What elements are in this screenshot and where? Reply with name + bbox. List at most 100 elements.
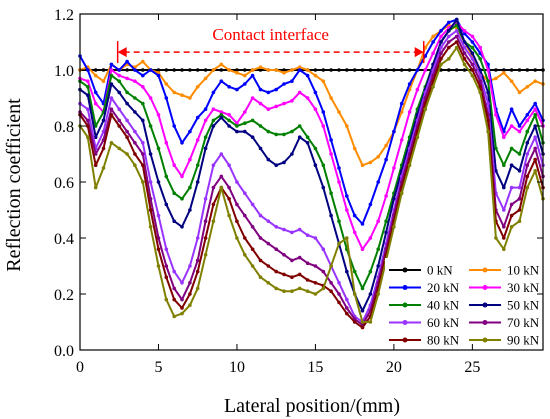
data-point [141, 101, 145, 106]
data-point [172, 191, 176, 195]
data-point [203, 253, 208, 257]
data-point [447, 29, 451, 33]
data-point [439, 62, 443, 67]
data-point [211, 202, 216, 207]
data-point [431, 85, 435, 89]
series-line [79, 46, 544, 323]
annotation-group: Contact interface [116, 25, 425, 64]
data-point [164, 82, 169, 86]
data-point [172, 124, 176, 128]
data-point [321, 269, 326, 274]
data-point [227, 185, 231, 190]
y-tick-label: 1.0 [54, 63, 74, 80]
data-point [297, 65, 302, 69]
data-point [203, 76, 208, 81]
data-point [243, 253, 247, 257]
legend-entry: 50 kN [469, 298, 540, 313]
y-tick-label: 0.0 [54, 343, 74, 360]
data-point [282, 253, 286, 257]
data-point [133, 79, 137, 83]
data-point [266, 219, 271, 223]
data-point [211, 68, 216, 72]
data-point [188, 129, 192, 134]
legend-entry: 0 kN [389, 263, 453, 278]
data-point [345, 194, 349, 198]
data-point [125, 68, 129, 72]
y-tick-label: 1.2 [54, 7, 74, 24]
legend-swatch-marker [482, 267, 488, 273]
data-point [172, 163, 176, 167]
data-point [86, 135, 90, 139]
data-point [117, 79, 121, 83]
data-point [509, 202, 514, 207]
data-point [211, 163, 216, 167]
legend-entry: 20 kN [389, 280, 460, 295]
data-point [392, 68, 396, 72]
legend-swatch-marker [402, 337, 408, 343]
data-point [282, 101, 286, 106]
data-point [360, 222, 365, 226]
data-point [313, 73, 318, 78]
data-point [376, 264, 381, 268]
data-point [235, 129, 239, 134]
data-point [384, 143, 388, 148]
data-point [502, 68, 506, 72]
data-point [180, 306, 184, 310]
data-point [533, 146, 537, 151]
data-point [407, 68, 412, 72]
data-point [109, 107, 114, 111]
data-point [478, 45, 483, 50]
data-point [470, 73, 475, 78]
data-point [297, 255, 302, 260]
data-point [258, 258, 263, 263]
data-point [101, 146, 106, 151]
data-point [203, 135, 208, 139]
data-point [313, 90, 318, 95]
legend-swatch-marker [482, 302, 488, 308]
data-point [86, 93, 90, 97]
data-point [352, 68, 357, 72]
data-point [156, 180, 161, 184]
data-point [297, 272, 302, 277]
data-point [250, 96, 255, 100]
data-point [345, 269, 349, 274]
data-point [502, 163, 506, 167]
data-point [533, 113, 537, 117]
data-point [219, 110, 224, 114]
data-point [321, 247, 326, 251]
data-point [502, 236, 506, 240]
data-point [486, 118, 490, 123]
data-point [156, 146, 161, 151]
data-point [305, 233, 310, 237]
data-point [337, 110, 341, 114]
data-point [517, 169, 522, 173]
data-point [313, 163, 318, 167]
data-point [164, 202, 169, 207]
legend: 0 kN 10 kN 20 kN 30 kN 40 kN 50 kN 60 kN 70 kN 8… [385, 258, 549, 354]
data-point [368, 236, 373, 240]
data-point [454, 34, 459, 39]
data-point [345, 236, 349, 240]
data-point [93, 185, 98, 190]
legend-entry: 90 kN [469, 333, 540, 348]
data-point [447, 40, 451, 44]
data-point [219, 79, 224, 83]
data-point [148, 180, 153, 184]
data-point [180, 174, 184, 179]
data-point [125, 76, 129, 81]
data-point [133, 96, 137, 100]
data-point [211, 118, 216, 123]
data-point [384, 194, 388, 198]
legend-entry: 60 kN [389, 315, 460, 330]
data-point [360, 286, 365, 291]
legend-label: 50 kN [507, 298, 540, 313]
data-point [258, 87, 263, 92]
data-point [250, 225, 255, 229]
data-point [502, 135, 506, 139]
data-point [517, 152, 522, 156]
data-point [313, 281, 318, 285]
data-point [525, 174, 530, 179]
data-point [337, 166, 341, 170]
data-point [93, 101, 98, 106]
